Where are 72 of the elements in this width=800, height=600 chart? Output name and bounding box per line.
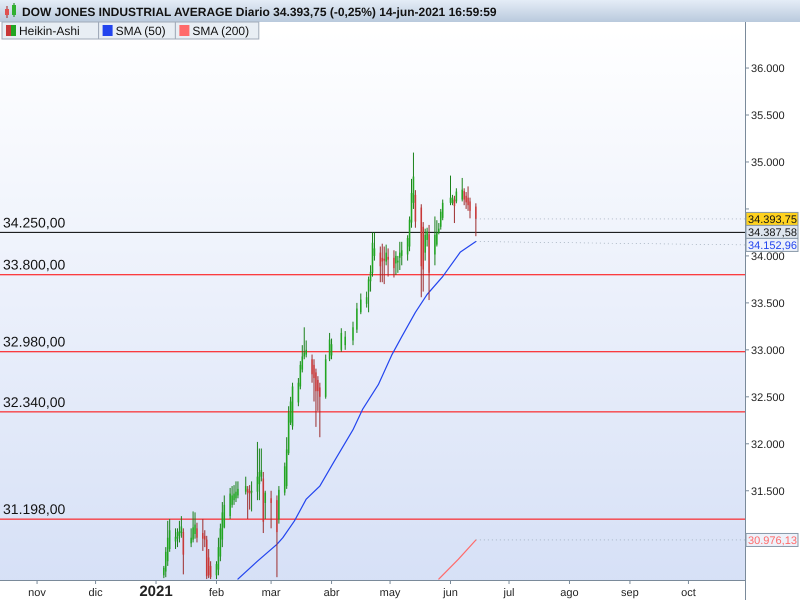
- y-tick-label: 35.500: [751, 110, 785, 122]
- candlestick: [454, 195, 456, 224]
- x-tick-label: abr: [324, 587, 340, 599]
- candlestick: [202, 518, 204, 552]
- x-tick-label: sep: [621, 587, 639, 599]
- x-tick-label: nov: [28, 587, 46, 599]
- y-tick-label: 35.000: [751, 156, 785, 169]
- candlestick: [395, 250, 397, 276]
- candlestick: [180, 516, 182, 538]
- legend-label: SMA (50): [116, 24, 166, 38]
- candlestick: [344, 330, 346, 350]
- x-tick-label: may: [380, 587, 401, 599]
- legend-label: Heikin-Ashi: [19, 24, 80, 38]
- candlestick: [192, 510, 194, 543]
- candlestick: [360, 292, 362, 315]
- x-tick-label: jun: [442, 587, 458, 599]
- candlestick: [178, 520, 180, 543]
- line-series: [237, 240, 476, 580]
- candlestick: [328, 332, 330, 362]
- x-tick-label: oct: [681, 587, 696, 599]
- y-tick-label: 33.000: [751, 344, 785, 357]
- y-tick-label: 34.000: [751, 250, 785, 263]
- candlestick: [244, 476, 247, 496]
- candlestick: [424, 228, 426, 262]
- candlestick: [174, 528, 176, 550]
- candlestick: [434, 216, 436, 266]
- ref-line-label: 33.800,00: [3, 256, 66, 273]
- y-tick-label: 32.000: [751, 438, 785, 451]
- candlestick: [380, 246, 382, 283]
- candlestick: [450, 175, 452, 206]
- ref-line-label: 34.250,00: [3, 214, 66, 230]
- candlestick: [237, 480, 239, 499]
- candlestick: [461, 177, 464, 202]
- candlestick: [194, 512, 196, 540]
- chart-title: DOW JONES INDUSTRIAL AVERAGE Diario 34.393,75 (-0,25%) 14-jun-2021 16:59:59: [22, 5, 497, 19]
- ref-line-label: 32.980,00: [3, 334, 66, 350]
- x-tick-label: 2021: [139, 583, 173, 600]
- candlestick: [463, 188, 465, 206]
- candlestick: [256, 441, 258, 501]
- candlestick: [270, 490, 272, 529]
- candlestick: [340, 328, 342, 352]
- candlestick: [393, 250, 395, 278]
- text: 34.387,58: [748, 226, 797, 239]
- candlestick: [475, 202, 477, 237]
- candlestick: [196, 522, 198, 543]
- y-tick-label: 33.500: [751, 298, 785, 310]
- candlestick: [235, 480, 237, 503]
- x-tick-label: mar: [262, 587, 281, 599]
- x-tick-label: feb: [208, 587, 224, 599]
- x-tick-label: ago: [560, 587, 579, 599]
- legend-label: SMA (200): [192, 24, 250, 38]
- candlestick: [356, 302, 358, 334]
- candlestick: [233, 484, 235, 506]
- candlestick: [264, 490, 266, 520]
- ref-line-label: 32.340,00: [3, 394, 66, 410]
- candlestick: [383, 246, 385, 285]
- annotation: 30.976,13: [748, 534, 797, 547]
- y-tick-label: 32.500: [751, 392, 785, 404]
- candlestick: [385, 244, 387, 266]
- candlestick: [399, 241, 401, 270]
- ref-line-label: 31.198,00: [3, 501, 66, 518]
- annotation: 34.152,96: [748, 240, 797, 252]
- y-tick-label: 36.000: [751, 63, 785, 76]
- annotation: 34.393,75: [748, 214, 797, 226]
- candlestick: [400, 241, 403, 266]
- y-tick-label: 31.500: [751, 486, 785, 498]
- candlestick: [352, 321, 354, 346]
- candlestick: [229, 487, 231, 520]
- candlestick: [182, 528, 184, 575]
- x-tick-label: jul: [502, 587, 515, 599]
- candlestick: [456, 188, 458, 204]
- x-tick-label: dic: [88, 587, 104, 599]
